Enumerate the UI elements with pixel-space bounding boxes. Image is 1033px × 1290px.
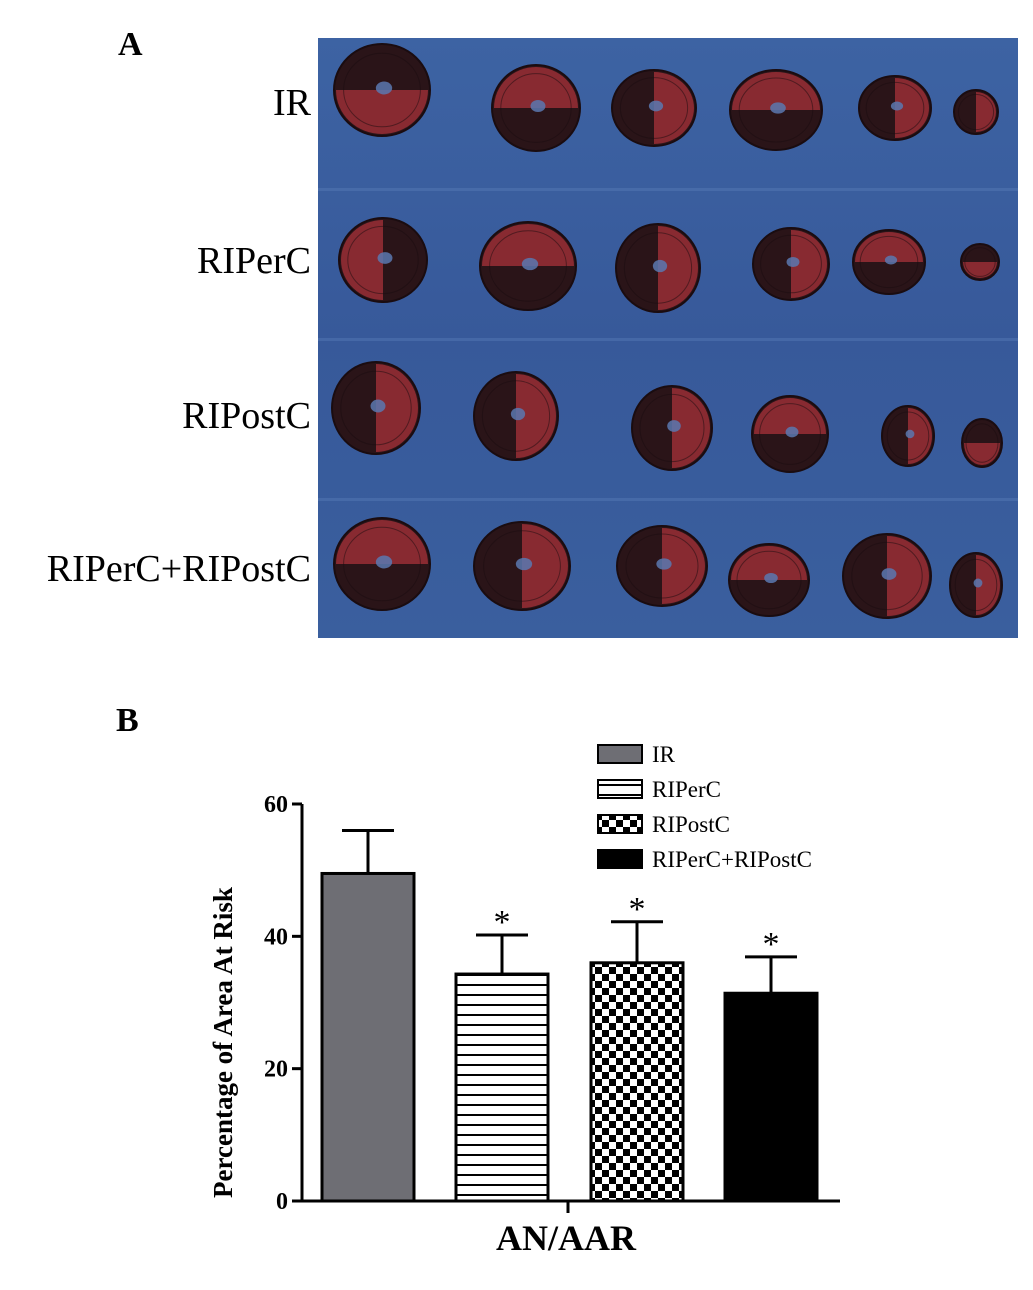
bar-chart: 0 20 40 60 * * * IR RIPerC RIPostC RIPerC+RIPost… bbox=[208, 742, 840, 1258]
heart-slice bbox=[331, 361, 421, 455]
legend-label: RIPostC bbox=[652, 812, 730, 837]
heart-slice bbox=[491, 64, 581, 152]
heart-slice bbox=[631, 385, 713, 471]
significance-marker: * bbox=[494, 904, 511, 941]
heart-slice bbox=[479, 221, 577, 311]
heart-slice bbox=[338, 217, 428, 303]
panel-b-label: B bbox=[116, 702, 139, 739]
legend-swatch bbox=[597, 849, 643, 869]
heart-slice bbox=[728, 543, 810, 617]
x-axis-label: AN/AAR bbox=[496, 1218, 637, 1258]
heart-slice bbox=[953, 89, 999, 135]
heart-slice bbox=[949, 552, 1003, 618]
row-label-riperc-ripostc: RIPerC+RIPostC bbox=[46, 548, 311, 590]
heart-slice bbox=[616, 525, 708, 607]
bar-ripostc bbox=[589, 961, 685, 1203]
bar-riperc bbox=[454, 972, 550, 1203]
heart-slice bbox=[751, 395, 829, 473]
heart-slice bbox=[961, 418, 1003, 468]
y-axis-label: Percentage of Area At Risk bbox=[208, 887, 238, 1198]
heart-slices-photo bbox=[318, 38, 1018, 638]
heart-slice bbox=[852, 229, 926, 295]
y-tick-label: 0 bbox=[276, 1189, 288, 1215]
heart-slice bbox=[333, 517, 431, 611]
heart-slice bbox=[729, 69, 823, 151]
heart-slice bbox=[858, 75, 932, 141]
legend-label: IR bbox=[652, 742, 676, 767]
y-tick-label: 40 bbox=[264, 924, 288, 950]
legend-swatch bbox=[597, 814, 643, 834]
row-label-ripostc: RIPostC bbox=[182, 395, 311, 437]
y-tick-label: 20 bbox=[264, 1057, 288, 1083]
legend-swatch bbox=[597, 779, 643, 799]
legend-label: RIPerC bbox=[652, 777, 721, 802]
heart-slice bbox=[473, 371, 559, 461]
significance-marker: * bbox=[763, 926, 780, 963]
bar-ir bbox=[320, 871, 416, 1203]
row-label-riperc: RIPerC bbox=[197, 240, 311, 282]
y-tick-label: 60 bbox=[264, 792, 288, 818]
heart-slice bbox=[615, 223, 701, 313]
panel-a-label: A bbox=[118, 26, 143, 63]
heart-slice bbox=[473, 521, 571, 611]
legend-label: RIPerC+RIPostC bbox=[652, 847, 812, 872]
heart-slice bbox=[881, 405, 935, 467]
heart-slice bbox=[842, 533, 932, 619]
bar-riperc-ripostc bbox=[723, 991, 819, 1203]
heart-slice bbox=[333, 43, 431, 137]
legend-swatch bbox=[597, 744, 643, 764]
row-label-ir: IR bbox=[273, 82, 311, 124]
heart-slice bbox=[960, 243, 1000, 281]
heart-slice bbox=[752, 227, 830, 301]
heart-slice bbox=[611, 69, 697, 147]
significance-marker: * bbox=[629, 891, 646, 928]
